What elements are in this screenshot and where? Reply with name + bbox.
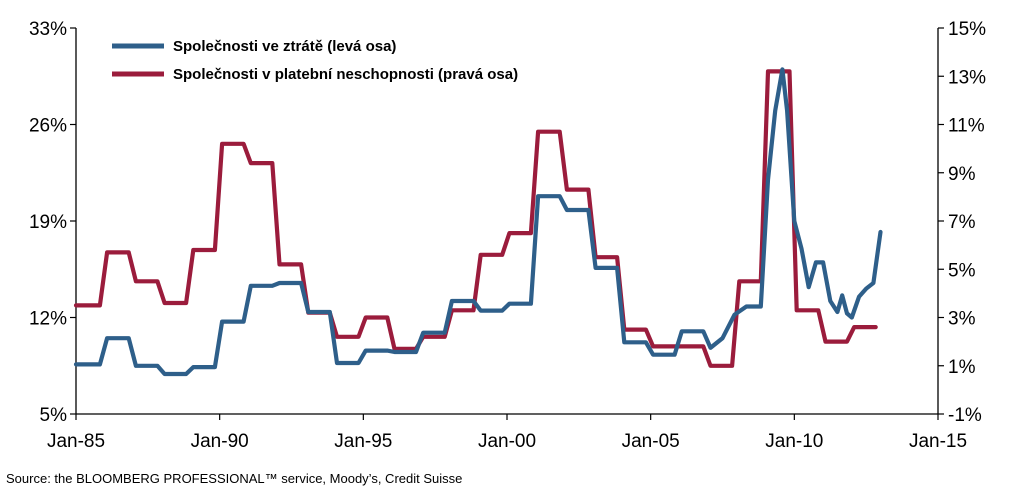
y-right-tick-label: 9%: [948, 164, 976, 185]
x-tick-label: Jan-10: [765, 431, 823, 452]
series-line-defaults: [73, 69, 878, 368]
y-right-tick-label: 1%: [948, 357, 976, 378]
y-left-tick-label: 26%: [29, 116, 67, 137]
y-left-tick-label: 12%: [29, 309, 67, 330]
chart: Jan-85 Jan-90 Jan-95 Jan-00 Jan-05 Jan-10 Jan-…: [29, 19, 986, 452]
x-tick-label: Jan-00: [478, 431, 536, 452]
x-tick-label: Jan-05: [622, 431, 680, 452]
axes: [75, 28, 939, 415]
x-tick-label: Jan-95: [334, 431, 392, 452]
y-right-tick-label: 11%: [948, 116, 985, 137]
y-right-tick-label: 5%: [948, 260, 976, 281]
series-lines: [73, 67, 883, 377]
tick-marks: [70, 27, 944, 420]
x-tick-label: Jan-90: [191, 431, 249, 452]
tick-labels: Jan-85 Jan-90 Jan-95 Jan-00 Jan-05 Jan-10 Jan-…: [29, 19, 986, 452]
source-note: Source: the BLOOMBERG PROFESSIONAL™ serv…: [6, 471, 463, 486]
legend: Společnosti ve ztrátě (levá osa) Společn…: [112, 38, 518, 83]
y-left-tick-label: 19%: [29, 212, 67, 233]
legend-label-losses: Společnosti ve ztrátě (levá osa): [173, 38, 396, 55]
x-tick-label: Jan-85: [47, 431, 105, 452]
y-left-tick-label: 33%: [29, 19, 67, 40]
y-right-tick-label: 15%: [948, 19, 986, 40]
legend-label-defaults: Společnosti v platební neschopnosti (pra…: [173, 66, 518, 83]
x-tick-label: Jan-15: [909, 431, 967, 452]
y-right-tick-label: -1%: [948, 405, 982, 426]
y-right-tick-label: 3%: [948, 309, 976, 330]
y-right-tick-label: 7%: [948, 212, 976, 233]
y-left-tick-label: 5%: [40, 405, 68, 426]
series-line-losses: [73, 67, 883, 377]
y-right-tick-label: 13%: [948, 67, 986, 88]
